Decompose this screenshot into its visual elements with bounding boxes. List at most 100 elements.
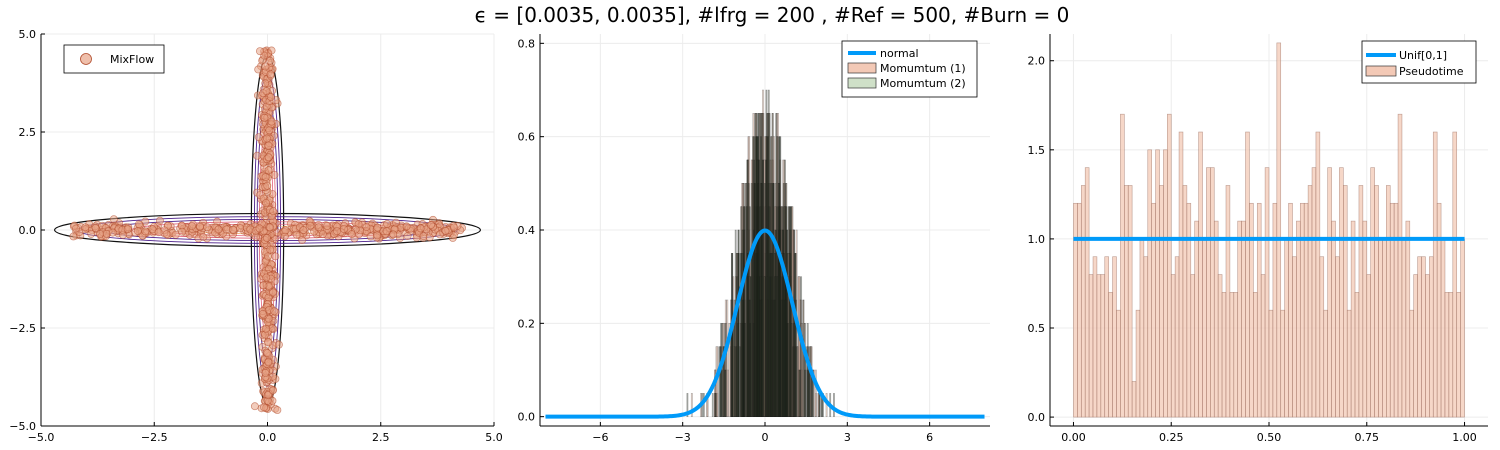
momentum-2-bar xyxy=(748,299,750,417)
momentum-2-bar xyxy=(745,206,748,417)
momentum-2-bar xyxy=(780,206,783,417)
scatter-point xyxy=(87,229,96,238)
momentum-2-bar xyxy=(749,323,752,417)
pseudotime-bar xyxy=(1112,256,1117,418)
pseudotime-bar xyxy=(1170,274,1176,418)
scatter-point xyxy=(362,223,371,231)
legend: Unif[0,1] Pseudotime xyxy=(1361,40,1477,84)
pseudotime-bar xyxy=(1198,131,1203,418)
scatter-point xyxy=(255,224,264,233)
pseudotime-bar xyxy=(1382,238,1387,418)
momentum-2-bar xyxy=(746,253,749,417)
momentum-2-bar xyxy=(770,253,773,417)
scatter-point xyxy=(366,232,375,241)
momentum-2-bar xyxy=(722,346,725,417)
y-tick-label: 0.6 xyxy=(518,131,536,144)
pseudotime-bar xyxy=(1088,274,1094,418)
pseudotime-bar xyxy=(1116,309,1121,418)
momentum-2-bar xyxy=(806,323,809,417)
scatter-point xyxy=(266,223,274,232)
scatter-point xyxy=(134,220,143,229)
scatter-point xyxy=(389,230,398,239)
momentum-2-bar xyxy=(785,183,788,417)
scatter-point xyxy=(262,273,271,282)
legend-label-momentum-2: Momumtum (2) xyxy=(880,77,966,90)
scatter-point xyxy=(269,207,278,216)
momentum-2-bar xyxy=(757,113,760,417)
scatter-point xyxy=(155,216,164,225)
y-tick-label: 0.2 xyxy=(518,317,536,330)
pseudotime-bar xyxy=(1276,42,1282,418)
momentum-1-bar xyxy=(748,276,751,417)
momentum-2-bar xyxy=(722,346,725,417)
legend-label-uniform: Unif[0,1] xyxy=(1399,49,1447,62)
scatter-point xyxy=(141,227,150,236)
momentum-2-bar xyxy=(784,299,787,417)
momentum-2-bar xyxy=(770,276,773,417)
pseudotime-bar xyxy=(1366,274,1371,418)
x-tick-label: −3 xyxy=(675,431,691,444)
legend-label-pseudotime: Pseudotime xyxy=(1399,65,1464,78)
scatter-point xyxy=(81,223,90,232)
pseudotime-bar xyxy=(1456,292,1461,418)
scatter-point xyxy=(373,231,382,240)
momentum-2-bar xyxy=(773,253,776,417)
pseudotime-bar xyxy=(1206,167,1211,418)
momentum-2-bar xyxy=(807,369,810,417)
y-tick-label: 5.0 xyxy=(19,28,37,41)
scatter-point xyxy=(318,230,327,239)
pseudotime-bar xyxy=(1182,185,1188,418)
momentum-2-bar xyxy=(702,393,705,417)
momentum-2-bar xyxy=(739,253,742,417)
momentum-1-bar xyxy=(750,159,753,417)
momentum-2-bar xyxy=(760,113,763,417)
momentum-2-bar xyxy=(769,253,772,417)
momentum-2-bar xyxy=(753,136,755,417)
pseudotime-bar xyxy=(1405,220,1411,418)
pseudotime-bar xyxy=(1432,131,1438,418)
x-tick-label: 0.25 xyxy=(1159,431,1184,444)
momentum-2-bar xyxy=(743,229,746,417)
momentum-2-bar xyxy=(756,253,759,417)
momentum-2-bar xyxy=(746,159,749,417)
momentum-1-bar xyxy=(806,346,809,417)
momentum-2-bar xyxy=(774,276,776,417)
momentum-1-bar xyxy=(812,369,815,417)
pseudotime-bar xyxy=(1311,167,1317,418)
momentum-2-bar xyxy=(686,393,689,417)
momentum-2-bar xyxy=(753,183,756,417)
scatter-point xyxy=(264,153,273,162)
momentum-1-bar xyxy=(803,323,806,417)
scatter-point xyxy=(264,166,273,175)
momentum-2-bar xyxy=(784,299,786,417)
pseudotime-bar xyxy=(1444,292,1450,418)
pseudotime-bar xyxy=(1401,238,1407,418)
momentum-2-bar xyxy=(765,159,768,417)
momentum-2-bar xyxy=(733,299,736,417)
momentum-2-bar xyxy=(747,183,750,417)
momentum-2-bar xyxy=(737,253,740,417)
scatter-point xyxy=(108,228,117,237)
momentum-2-bar xyxy=(743,323,746,417)
scatter-point xyxy=(273,406,282,415)
pseudotime-bar xyxy=(1241,220,1246,418)
pseudotime-bar xyxy=(1436,202,1442,418)
momentum-2-bar xyxy=(796,346,799,417)
scatter-point xyxy=(262,234,271,242)
momentum-1-bar xyxy=(734,276,737,417)
pseudotime-bar xyxy=(1178,131,1184,418)
momentum-2-bar xyxy=(734,229,737,417)
momentum-2-bar xyxy=(776,276,778,417)
momentum-2-bar xyxy=(771,253,773,417)
scatter-point xyxy=(259,281,268,290)
scatter-point xyxy=(123,225,132,234)
momentum-1-bar xyxy=(690,393,693,417)
pseudotime-bar xyxy=(1331,220,1336,418)
pseudotime-bar xyxy=(1288,202,1293,418)
momentum-2-bar xyxy=(749,276,752,417)
momentum-2-bar xyxy=(794,253,796,417)
momentum-2-bar xyxy=(758,276,761,417)
pseudotime-bar xyxy=(1120,113,1125,418)
momentum-2-bar xyxy=(776,136,779,417)
pseudotime-bar xyxy=(1124,185,1129,418)
